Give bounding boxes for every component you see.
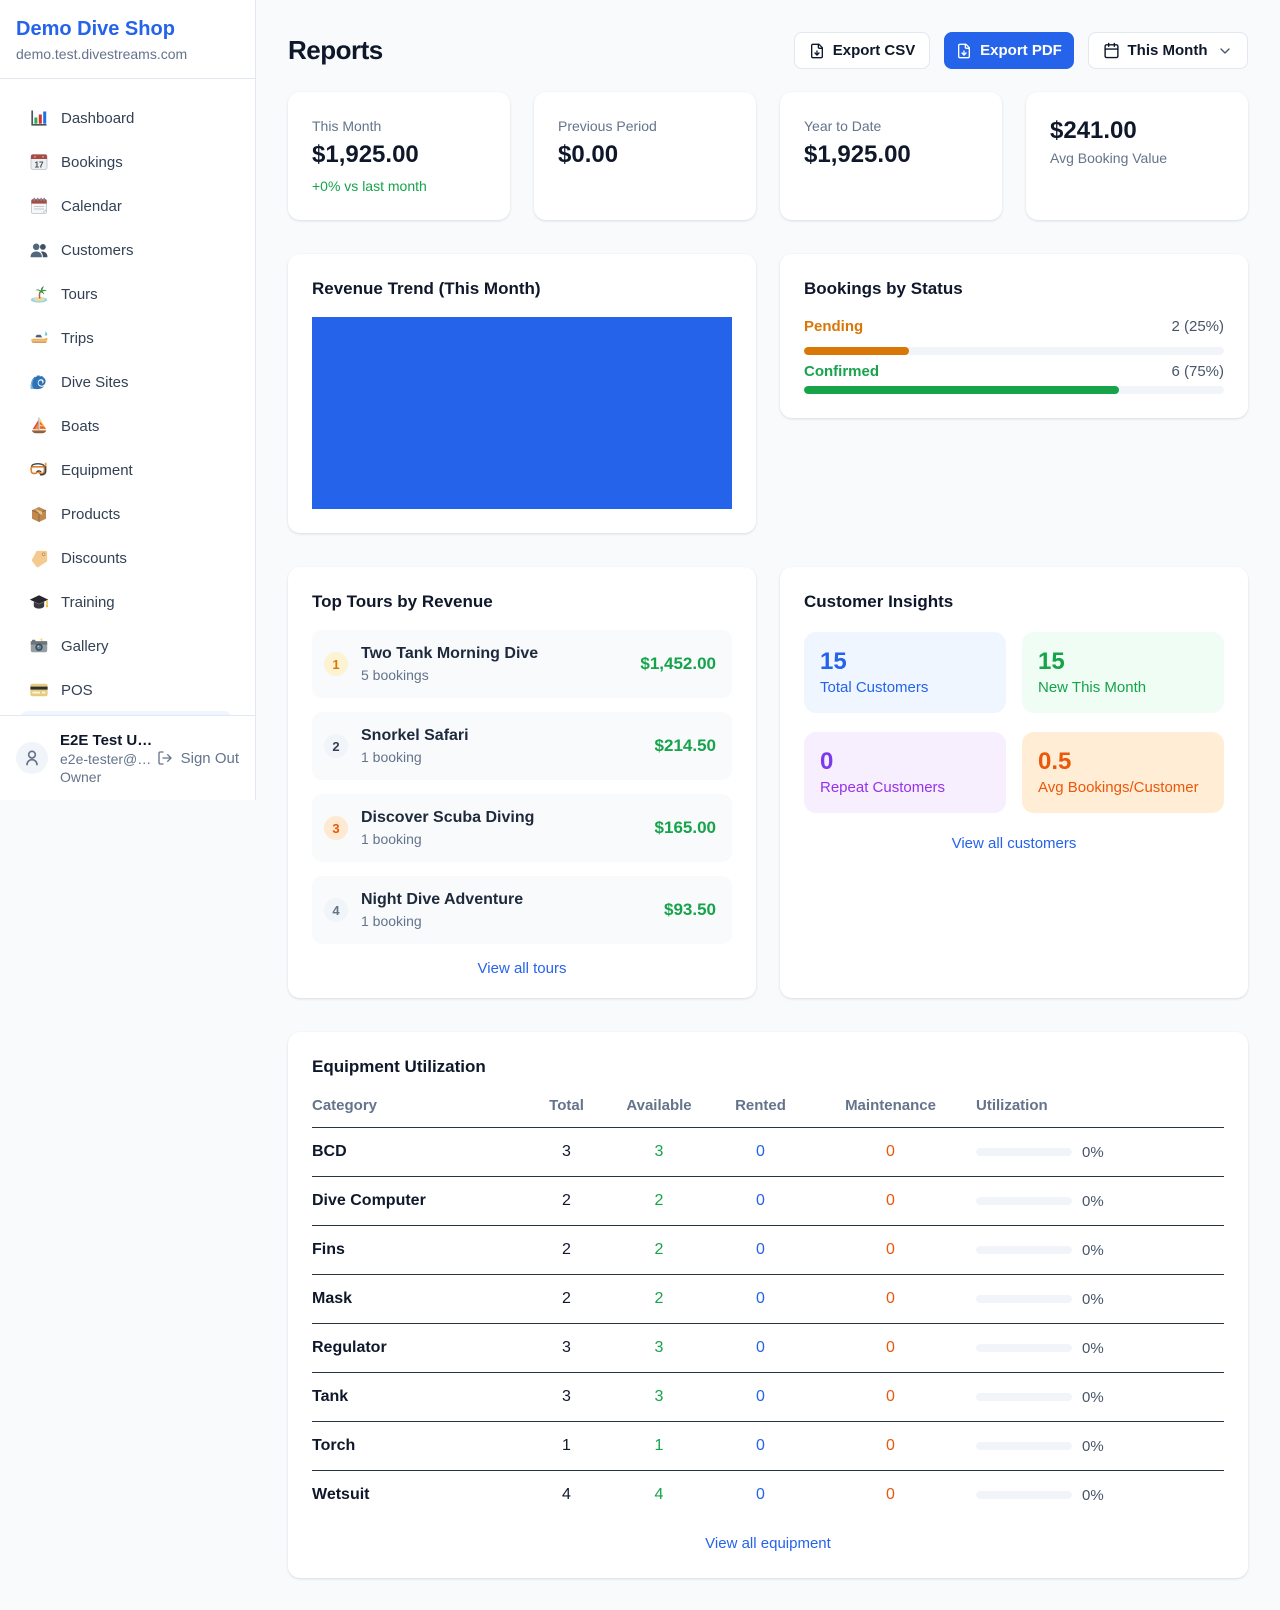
svg-text:17: 17: [34, 161, 44, 170]
